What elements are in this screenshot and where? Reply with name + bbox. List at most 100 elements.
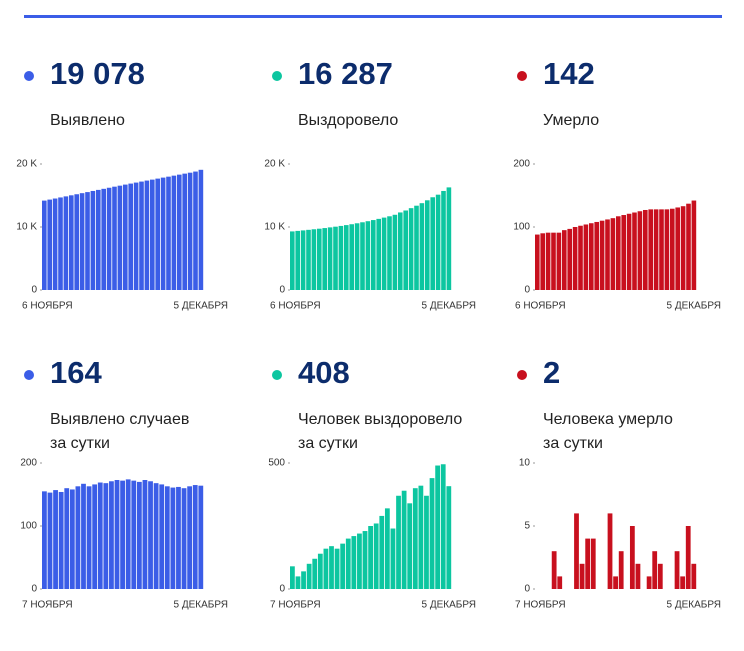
- bar: [58, 197, 63, 290]
- bar: [629, 526, 635, 589]
- bar: [74, 194, 79, 290]
- bar: [114, 480, 120, 589]
- x-end-label: 5 ДЕКАБРЯ: [666, 600, 721, 611]
- bar: [160, 177, 166, 290]
- bar: [323, 548, 329, 589]
- bar: [535, 234, 540, 290]
- bar: [396, 495, 401, 589]
- bar: [403, 210, 408, 290]
- bar: [632, 212, 637, 290]
- y-tick-label: 100: [20, 521, 37, 532]
- bar: [618, 551, 624, 589]
- bar: [675, 207, 680, 290]
- bar: [182, 173, 187, 290]
- bar: [198, 169, 204, 290]
- bar: [691, 563, 697, 589]
- bar: [446, 486, 452, 589]
- bar: [79, 193, 85, 290]
- bar: [384, 508, 390, 589]
- bar: [368, 526, 373, 589]
- x-end-label: 5 ДЕКАБРЯ: [666, 301, 721, 312]
- bar: [333, 226, 338, 290]
- bar: [131, 480, 137, 589]
- bar: [144, 180, 150, 290]
- x-end-label: 5 ДЕКАБРЯ: [173, 600, 228, 611]
- x-start-label: 7 НОЯБРЯ: [270, 600, 321, 611]
- bar: [691, 200, 697, 290]
- y-tick-label: 0: [524, 285, 530, 296]
- bar: [579, 563, 585, 589]
- bar: [621, 215, 626, 290]
- bar: [176, 486, 181, 589]
- bar: [192, 485, 198, 589]
- bar: [429, 478, 435, 589]
- bar: [414, 205, 419, 290]
- bar: [75, 486, 81, 589]
- bar: [338, 225, 344, 290]
- x-start-label: 6 НОЯБРЯ: [270, 301, 321, 312]
- bar: [557, 576, 563, 589]
- bar: [128, 183, 133, 290]
- bar: [103, 483, 109, 589]
- card-label: Выздоровело: [298, 112, 398, 129]
- bar: [133, 182, 139, 290]
- bar: [583, 224, 589, 290]
- bar: [290, 231, 295, 290]
- bar: [613, 576, 618, 589]
- y-tick-label: 0: [279, 584, 285, 595]
- bar: [125, 479, 131, 589]
- bar: [637, 211, 643, 290]
- status-dot: [24, 71, 34, 81]
- bar: [47, 199, 52, 290]
- bar: [312, 558, 318, 589]
- bar: [360, 222, 365, 290]
- bar: [373, 523, 379, 589]
- bar: [181, 488, 187, 589]
- bar: [401, 490, 407, 589]
- bar: [607, 513, 613, 589]
- bar: [101, 188, 106, 290]
- bar: [362, 531, 368, 589]
- card-label: Человека умерло: [543, 411, 673, 428]
- bar: [150, 179, 155, 290]
- bar: [170, 487, 176, 589]
- bar: [187, 172, 193, 290]
- y-tick-label: 10 K: [264, 222, 285, 233]
- bar: [354, 223, 360, 290]
- bar: [653, 209, 659, 290]
- bar: [322, 228, 327, 290]
- bar: [97, 482, 103, 589]
- bar: [120, 480, 125, 589]
- bar: [381, 217, 387, 290]
- status-dot: [517, 370, 527, 380]
- bar: [626, 213, 632, 290]
- bar: [567, 228, 572, 290]
- bar: [545, 232, 551, 290]
- bar: [585, 538, 591, 589]
- bar: [616, 216, 621, 290]
- bar: [317, 553, 323, 589]
- bar: [123, 184, 128, 290]
- bar: [300, 230, 306, 290]
- y-tick-label: 0: [31, 285, 37, 296]
- bar: [680, 576, 686, 589]
- bar: [86, 486, 92, 589]
- card-value: 142: [543, 56, 595, 91]
- bar: [408, 208, 414, 290]
- x-end-label: 5 ДЕКАБРЯ: [421, 301, 476, 312]
- status-dot: [517, 71, 527, 81]
- bar: [351, 536, 357, 589]
- card-value: 164: [50, 355, 102, 390]
- bar: [670, 208, 675, 290]
- bar: [96, 189, 101, 290]
- bar: [155, 178, 160, 290]
- bar: [599, 220, 605, 290]
- bar: [69, 195, 74, 290]
- bar: [295, 230, 300, 290]
- bar: [148, 481, 153, 589]
- bar: [327, 227, 333, 290]
- bar: [648, 209, 653, 290]
- card-label: за сутки: [50, 435, 110, 452]
- bar: [398, 212, 403, 290]
